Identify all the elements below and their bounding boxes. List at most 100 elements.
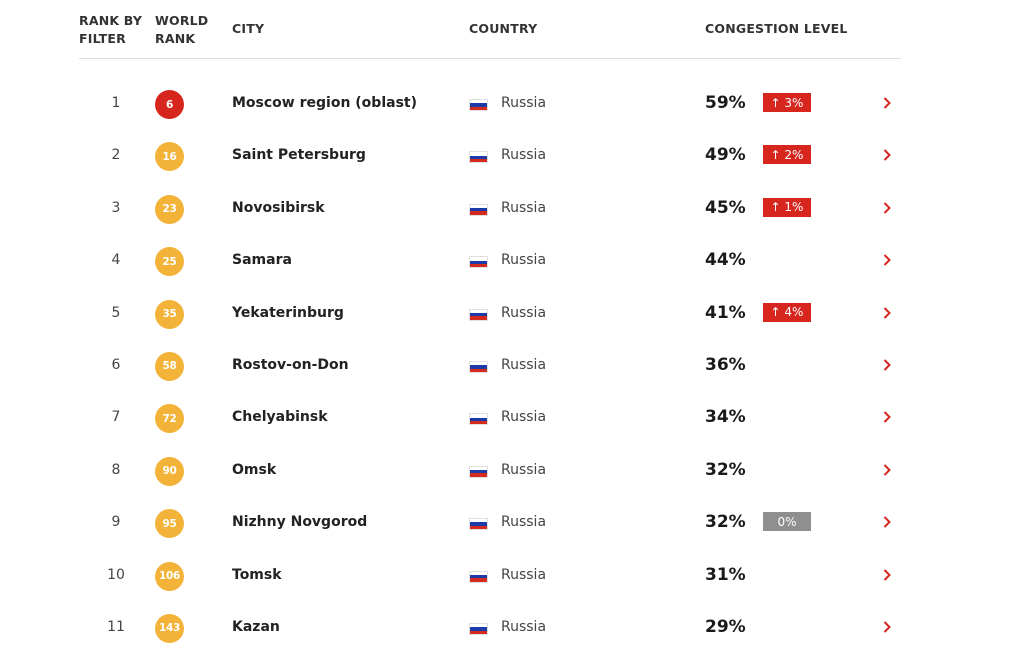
country-name: Russia (501, 514, 547, 531)
rank-by-filter: 1 (111, 95, 121, 111)
congestion-level: 49% (705, 145, 746, 166)
rank-by-filter: 7 (111, 409, 121, 426)
world-rank-badge: 72 (155, 404, 184, 434)
russia-flag-icon (469, 413, 488, 426)
russia-flag-icon (469, 360, 488, 373)
country-name: Russia (501, 304, 547, 321)
table-row[interactable]: 5 35 Yekaterinburg Russia 41% ↑ 4% (0, 288, 1024, 340)
congestion-change-badge: ↑ 1% (763, 197, 811, 217)
chevron-right-icon[interactable] (879, 460, 895, 480)
congestion-level: 36% (705, 354, 746, 375)
country-name: Russia (501, 461, 547, 478)
world-rank-badge: 35 (155, 299, 184, 329)
table-row[interactable]: 10 106 Tomsk Russia 31% (0, 550, 1024, 602)
rank-by-filter: 9 (111, 514, 121, 531)
rank-by-filter: 10 (107, 566, 125, 583)
world-rank-badge: 106 (155, 561, 184, 591)
city-name[interactable]: Moscow region (oblast) (232, 95, 417, 111)
russia-flag-icon (469, 151, 488, 164)
city-name[interactable]: Samara (232, 252, 292, 269)
header-world-rank[interactable]: WORLD RANK (155, 13, 209, 46)
congestion-level: 32% (705, 512, 746, 533)
russia-flag-icon (469, 570, 488, 583)
russia-flag-icon (469, 622, 488, 635)
world-rank-badge: 58 (155, 351, 184, 381)
chevron-right-icon[interactable] (879, 93, 895, 113)
city-name[interactable]: Novosibirsk (232, 199, 325, 216)
table-row[interactable]: 2 16 Saint Petersburg Russia 49% ↑ 2% (0, 130, 1024, 182)
table-row[interactable]: 3 23 Novosibirsk Russia 45% ↑ 1% (0, 183, 1024, 235)
russia-flag-icon (469, 203, 488, 216)
table-header: RANK BY FILTER WORLD RANK CITY COUNTRY C… (0, 0, 1024, 60)
chevron-right-icon[interactable] (879, 617, 895, 637)
country-name: Russia (501, 566, 547, 583)
chevron-right-icon[interactable] (879, 355, 895, 375)
world-rank-badge: 90 (155, 456, 184, 486)
russia-flag-icon (469, 99, 488, 111)
rank-by-filter: 4 (111, 252, 121, 269)
congestion-change-badge: ↑ 2% (763, 145, 811, 165)
country-name: Russia (501, 199, 547, 216)
congestion-change-badge: ↑ 4% (763, 302, 811, 322)
table-row[interactable]: 9 95 Nizhny Novgorod Russia 32% 0% (0, 497, 1024, 549)
chevron-right-icon[interactable] (879, 198, 895, 218)
country-name: Russia (501, 356, 547, 373)
country-name: Russia (501, 618, 547, 635)
chevron-right-icon[interactable] (879, 565, 895, 585)
world-rank-badge: 95 (155, 509, 184, 539)
congestion-change-badge: 0% (763, 512, 811, 532)
rank-by-filter: 11 (107, 618, 125, 635)
table-row[interactable]: 1 6 Moscow region (oblast) Russia 59% ↑ … (0, 78, 1024, 130)
russia-flag-icon (469, 256, 488, 269)
city-name[interactable]: Omsk (232, 461, 277, 478)
congestion-level: 31% (705, 564, 746, 585)
world-rank-badge: 6 (155, 90, 184, 119)
congestion-change-badge: ↑ 3% (763, 93, 811, 112)
world-rank-badge: 16 (155, 142, 184, 172)
city-name[interactable]: Yekaterinburg (232, 304, 344, 321)
chevron-right-icon[interactable] (879, 303, 895, 323)
congestion-level: 41% (705, 302, 746, 323)
russia-flag-icon (469, 308, 488, 321)
header-divider (79, 58, 901, 59)
header-city[interactable]: CITY (232, 21, 265, 36)
rank-by-filter: 6 (111, 356, 121, 373)
header-congestion-level[interactable]: CONGESTION LEVEL (705, 21, 848, 36)
country-name: Russia (501, 95, 547, 111)
congestion-level: 34% (705, 407, 746, 428)
city-name[interactable]: Rostov-on-Don (232, 356, 349, 373)
world-rank-badge: 143 (155, 613, 184, 643)
table-row[interactable]: 11 143 Kazan Russia 29% (0, 602, 1024, 652)
russia-flag-icon (469, 465, 488, 478)
russia-flag-icon (469, 518, 488, 531)
rank-by-filter: 5 (111, 304, 121, 321)
header-country[interactable]: COUNTRY (469, 21, 538, 36)
world-rank-badge: 25 (155, 247, 184, 277)
congestion-level: 29% (705, 616, 746, 637)
city-name[interactable]: Nizhny Novgorod (232, 514, 368, 531)
rank-by-filter: 8 (111, 461, 121, 478)
table-row[interactable]: 8 90 Omsk Russia 32% (0, 445, 1024, 497)
city-name[interactable]: Saint Petersburg (232, 147, 366, 164)
congestion-level: 45% (705, 197, 746, 218)
city-name[interactable]: Kazan (232, 618, 280, 635)
country-name: Russia (501, 409, 547, 426)
rank-by-filter: 2 (111, 147, 121, 164)
chevron-right-icon[interactable] (879, 145, 895, 165)
table-row[interactable]: 7 72 Chelyabinsk Russia 34% (0, 392, 1024, 444)
congestion-level: 44% (705, 250, 746, 271)
congestion-level: 59% (705, 93, 746, 113)
chevron-right-icon[interactable] (879, 250, 895, 270)
chevron-right-icon[interactable] (879, 407, 895, 427)
table-row[interactable]: 4 25 Samara Russia 44% (0, 235, 1024, 287)
city-table: 1 6 Moscow region (oblast) Russia 59% ↑ … (0, 78, 1024, 652)
rank-by-filter: 3 (111, 199, 121, 216)
table-row[interactable]: 6 58 Rostov-on-Don Russia 36% (0, 340, 1024, 392)
city-name[interactable]: Chelyabinsk (232, 409, 328, 426)
country-name: Russia (501, 252, 547, 269)
country-name: Russia (501, 147, 547, 164)
header-rank-by-filter[interactable]: RANK BY FILTER (79, 13, 143, 46)
world-rank-badge: 23 (155, 194, 184, 224)
chevron-right-icon[interactable] (879, 512, 895, 532)
city-name[interactable]: Tomsk (232, 566, 282, 583)
